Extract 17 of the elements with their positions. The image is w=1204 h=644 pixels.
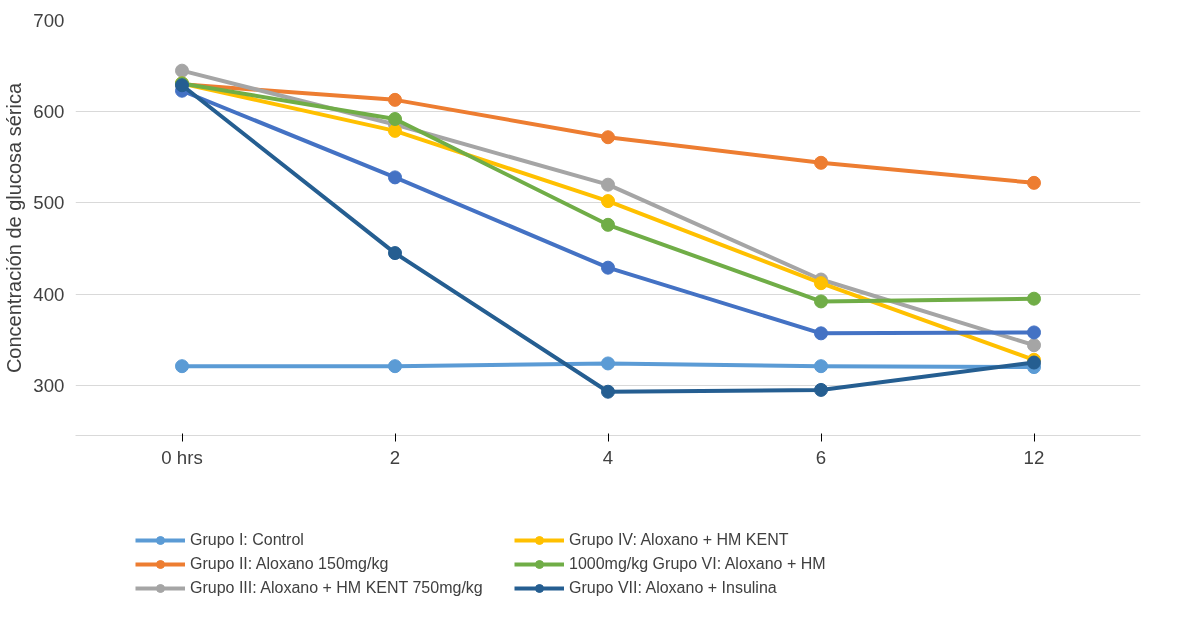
x-tick-label: 0 hrs xyxy=(161,446,203,468)
x-tick-label: 12 xyxy=(1023,446,1045,468)
y-tick-label: 300 xyxy=(33,374,65,396)
y-tick-label: 500 xyxy=(33,192,65,214)
y-tick-label: 600 xyxy=(33,101,65,123)
y-tick-label: 700 xyxy=(33,10,65,31)
x-tick-label: 4 xyxy=(602,446,614,468)
legend-label: Grupo III: Aloxano + HM KENT 750mg/kg xyxy=(190,579,484,597)
y-axis-title: Concentración de glucosa sérica xyxy=(3,82,26,374)
legend-label: 1000mg/kg Grupo VI: Aloxano + HM xyxy=(569,555,827,573)
legend-label: Grupo I: Control xyxy=(190,531,305,549)
legend-label: Grupo II: Aloxano 150mg/kg xyxy=(190,555,390,573)
x-tick-label: 6 xyxy=(815,446,827,468)
legend-label: Grupo IV: Aloxano + HM KENT xyxy=(569,531,790,549)
legend-label: Grupo VII: Aloxano + Insulina xyxy=(569,579,778,597)
x-tick-label: 2 xyxy=(389,446,401,468)
y-tick-label: 400 xyxy=(33,283,65,305)
